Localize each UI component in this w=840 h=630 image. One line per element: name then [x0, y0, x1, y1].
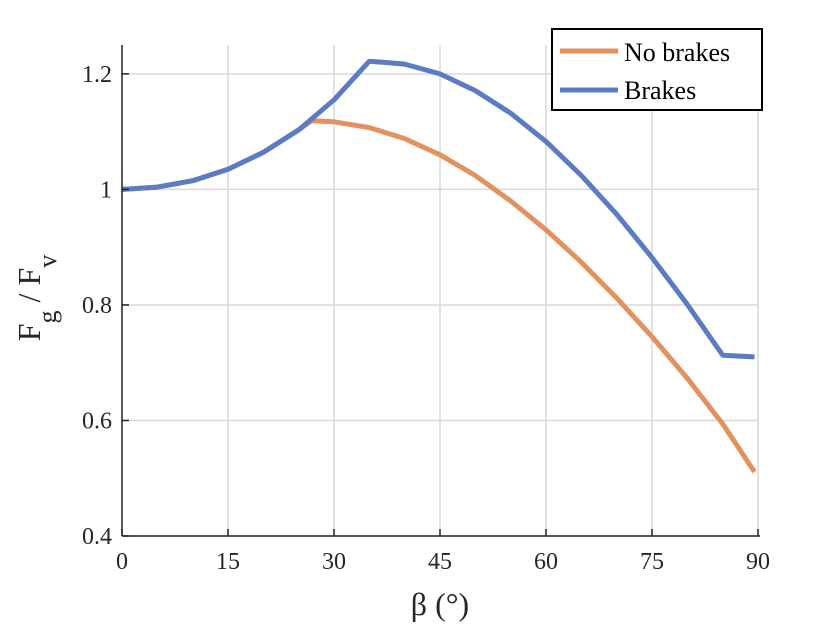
x-axis-label: β (°) [411, 586, 469, 622]
x-tick-label: 60 [534, 549, 558, 575]
y-tick-label: 1 [100, 177, 112, 203]
y-label-subscript-g: g [33, 310, 62, 323]
series-layer [121, 58, 757, 474]
legend-label-no-brakes: No brakes [624, 38, 730, 67]
legend: No brakes Brakes [551, 28, 763, 111]
y-label-part-f: F [11, 323, 47, 341]
y-label-part-slash-f: / F [11, 268, 47, 311]
series-line-brakes [121, 58, 755, 360]
x-tick-label: 15 [216, 549, 240, 575]
x-ticks: 0 15 30 45 60 75 90 [116, 529, 770, 575]
grid [121, 45, 759, 537]
legend-box [551, 28, 763, 111]
x-tick-label: 0 [116, 549, 128, 575]
axes [121, 45, 760, 537]
y-tick-label: 0.6 [82, 408, 112, 434]
y-tick-label: 0.8 [82, 293, 112, 319]
x-tick-label: 90 [746, 549, 770, 575]
y-label-subscript-v: v [33, 255, 62, 268]
x-tick-label: 75 [640, 549, 664, 575]
y-axis-label: Fg / Fv [11, 255, 62, 341]
legend-label-brakes: Brakes [624, 76, 696, 105]
x-tick-label: 45 [428, 549, 452, 575]
y-ticks: 0.4 0.6 0.8 1 1.2 [82, 62, 129, 550]
y-tick-label: 0.4 [82, 524, 112, 550]
y-tick-label: 1.2 [82, 62, 112, 88]
x-tick-label: 30 [322, 549, 346, 575]
